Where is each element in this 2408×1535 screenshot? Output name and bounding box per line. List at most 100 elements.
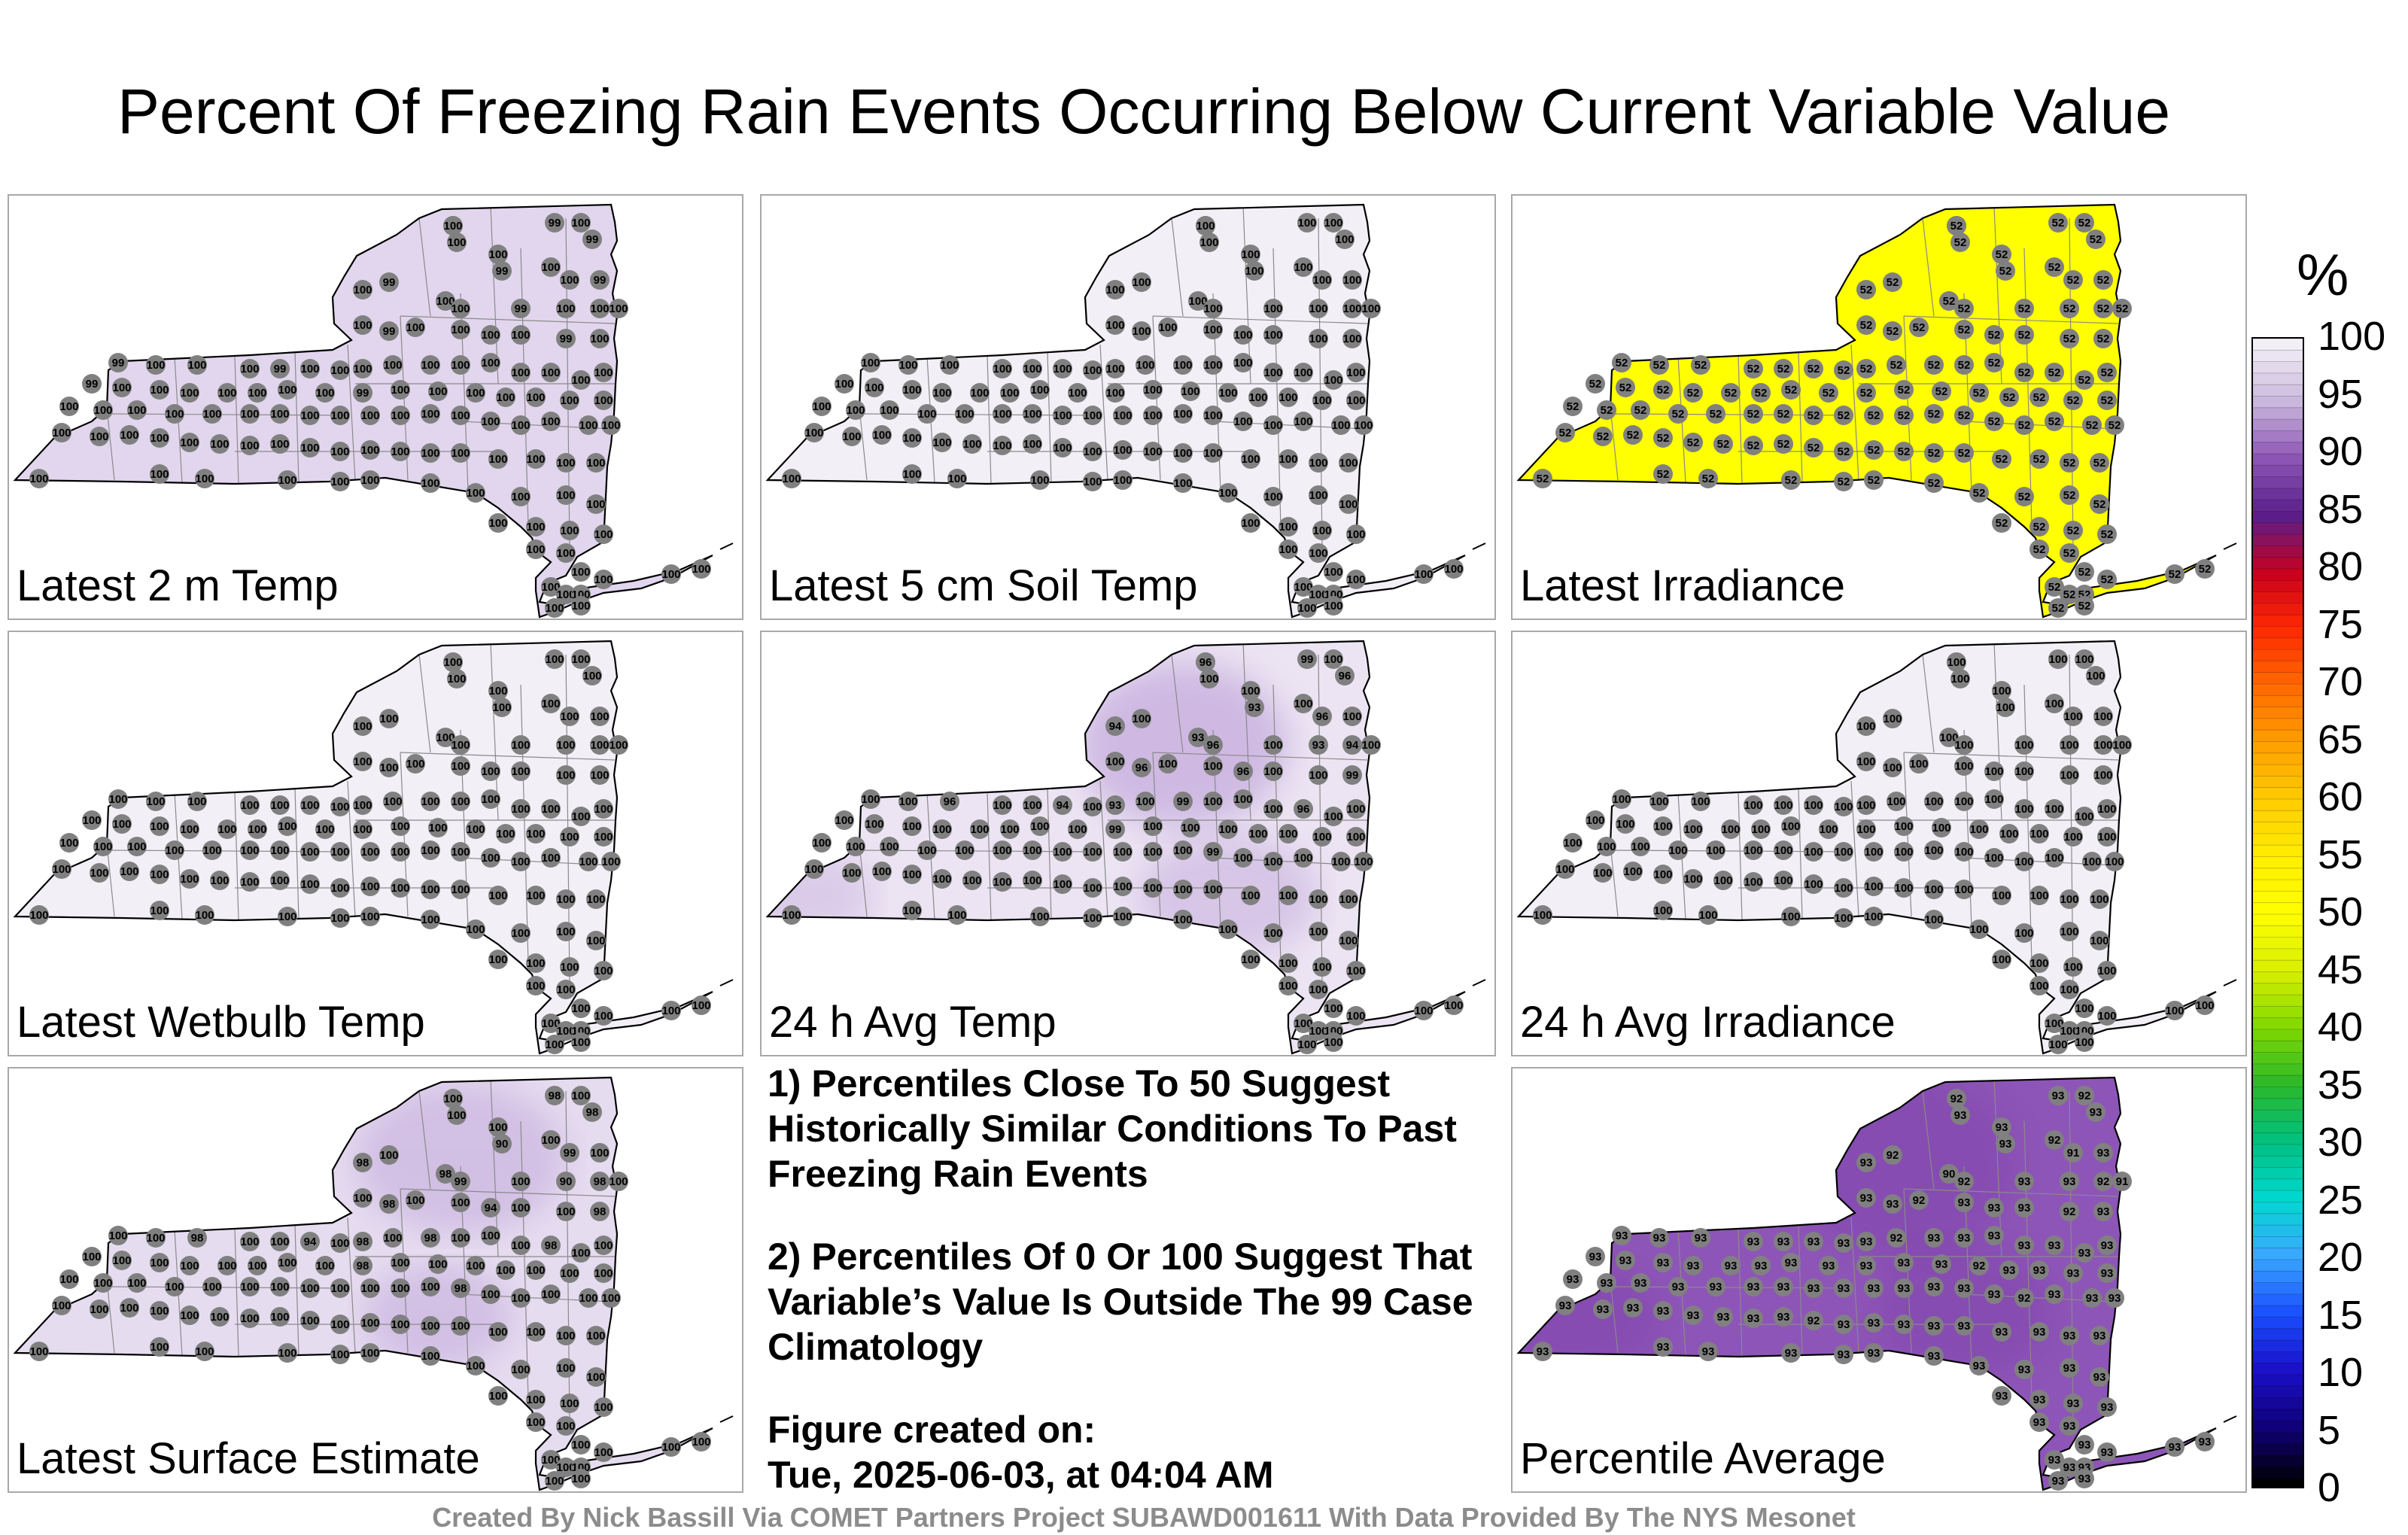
station-marker: 100 (590, 735, 610, 755)
station-marker: 93 (1856, 1256, 1876, 1275)
station-value: 100 (511, 1239, 530, 1252)
station-dot (195, 905, 214, 925)
station-value: 52 (2063, 547, 2076, 560)
station-marker: 100 (1346, 1006, 1366, 1026)
station-marker: 100 (1992, 950, 2011, 969)
station-marker: 52 (2195, 559, 2215, 579)
station-dot (2090, 453, 2109, 473)
station-dot (2075, 999, 2094, 1018)
station-value: 100 (594, 366, 613, 379)
station-dot (594, 1236, 613, 1255)
station-value: 93 (1537, 1345, 1549, 1358)
station-marker: 99 (270, 359, 290, 378)
colorbar-band (2253, 684, 2303, 696)
colorbar-band (2253, 937, 2303, 950)
station-dot (1864, 1278, 1884, 1298)
station-value: 100 (556, 302, 575, 315)
station-value: 100 (1132, 325, 1151, 338)
station-dot (2075, 1032, 2094, 1052)
station-dot (406, 318, 425, 337)
station-value: 100 (511, 1363, 530, 1376)
station-marker: 100 (421, 1346, 440, 1366)
station-dot (541, 412, 561, 431)
station-dot (1278, 517, 1298, 536)
station-marker: 100 (195, 469, 214, 488)
station-value: 100 (391, 846, 409, 859)
station-marker: 100 (601, 1288, 621, 1308)
station-value: 100 (917, 408, 936, 421)
station-marker: 100 (1083, 908, 1102, 928)
station-marker: 100 (1278, 824, 1298, 843)
station-marker: 100 (1324, 596, 1343, 616)
station-dot (1555, 859, 1575, 879)
station-marker: 93 (2060, 1416, 2079, 1436)
station-marker: 100 (488, 245, 508, 264)
station-marker: 100 (812, 397, 832, 416)
county-line (1922, 654, 1935, 753)
station-dot (1297, 213, 1317, 233)
station-dot (1751, 819, 1771, 839)
station-value: 100 (406, 758, 424, 771)
station-value: 93 (2093, 1371, 2106, 1384)
station-dot (1597, 837, 1616, 856)
station-dot (29, 905, 49, 925)
colorbar-band (2253, 787, 2303, 800)
station-marker: 52 (1950, 233, 1970, 252)
station-value: 52 (2048, 261, 2061, 274)
station-value: 100 (1992, 889, 2011, 902)
station-value: 93 (2093, 1330, 2106, 1342)
station-dot (1263, 735, 1283, 755)
station-dot (270, 871, 290, 890)
state-outline (1516, 203, 2217, 619)
station-value: 100 (1804, 878, 1823, 891)
station-value: 52 (1958, 447, 1971, 460)
station-marker: 93 (1668, 1277, 1688, 1296)
station-marker: 93 (1984, 1226, 2004, 1245)
station-marker: 100 (1309, 585, 1328, 604)
station-value: 100 (594, 1010, 613, 1023)
station-value: 100 (1278, 521, 1297, 533)
station-value: 100 (383, 795, 402, 808)
colorbar-band (2253, 1432, 2303, 1445)
station-value: 100 (511, 419, 530, 432)
station-dot (1023, 840, 1042, 860)
station-value: 100 (1744, 876, 1762, 889)
colorbar-band (2253, 1328, 2303, 1341)
station-value: 100 (353, 720, 372, 733)
station-marker: 52 (2060, 329, 2079, 348)
station-marker: 93 (1804, 1278, 1823, 1298)
station-value: 92 (1890, 1232, 1903, 1245)
station-dot (1158, 754, 1178, 774)
station-marker: 52 (1653, 428, 1673, 448)
station-dot (248, 383, 267, 403)
station-value: 52 (1755, 387, 1768, 400)
station-marker: 100 (1294, 577, 1313, 597)
station-marker: 52 (1932, 381, 1951, 401)
station-value: 100 (511, 927, 530, 940)
station-dot (970, 819, 990, 839)
station-marker: 100 (300, 842, 320, 862)
station-value: 100 (947, 909, 966, 922)
station-dot (571, 370, 591, 390)
station-dot (466, 819, 485, 839)
station-marker: 100 (932, 869, 952, 889)
station-marker: 100 (993, 840, 1012, 860)
station-dot (2060, 543, 2079, 563)
station-dot (1324, 649, 1343, 669)
station-value: 93 (2063, 1420, 2076, 1433)
station-dot (436, 291, 455, 311)
station-value: 100 (861, 793, 880, 806)
station-marker: 52 (1668, 404, 1688, 424)
station-dot (835, 810, 854, 830)
station-value: 100 (1623, 865, 1642, 878)
station-marker: 100 (270, 871, 290, 890)
station-value: 100 (93, 1277, 112, 1290)
station-dot (1992, 449, 2011, 469)
station-dot (466, 1356, 485, 1375)
station-marker: 100 (481, 1226, 500, 1245)
station-dot (1774, 1277, 1793, 1296)
station-dot (2014, 1198, 2034, 1217)
station-marker: 52 (1954, 320, 1974, 339)
station-dot (360, 842, 380, 862)
station-dot (2063, 1143, 2083, 1163)
